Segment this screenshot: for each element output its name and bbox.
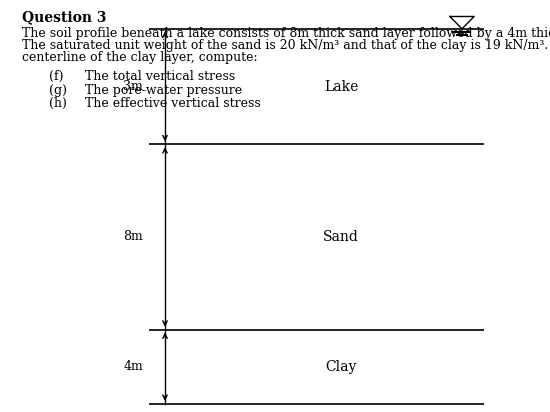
Text: centerline of the clay layer, compute:: centerline of the clay layer, compute:	[22, 52, 257, 65]
Text: The pore-water pressure: The pore-water pressure	[85, 84, 243, 97]
Text: (f): (f)	[50, 70, 64, 83]
Text: Question 3: Question 3	[22, 10, 107, 24]
Text: Clay: Clay	[325, 360, 357, 374]
Text: (g): (g)	[50, 84, 68, 97]
Text: (h): (h)	[50, 97, 67, 110]
Text: 3m: 3m	[123, 80, 143, 93]
Text: The saturated unit weight of the sand is 20 kN/m³ and that of the clay is 19 kN/: The saturated unit weight of the sand is…	[22, 39, 550, 52]
Text: The total vertical stress: The total vertical stress	[85, 70, 235, 83]
Text: The soil profile beneath a lake consists of 8m thick sand layer followed by a 4m: The soil profile beneath a lake consists…	[22, 27, 550, 40]
Text: The effective vertical stress: The effective vertical stress	[85, 97, 261, 110]
Text: Sand: Sand	[323, 230, 359, 244]
Text: Lake: Lake	[324, 80, 358, 94]
Text: 8m: 8m	[123, 230, 143, 243]
Text: 4m: 4m	[123, 360, 143, 373]
